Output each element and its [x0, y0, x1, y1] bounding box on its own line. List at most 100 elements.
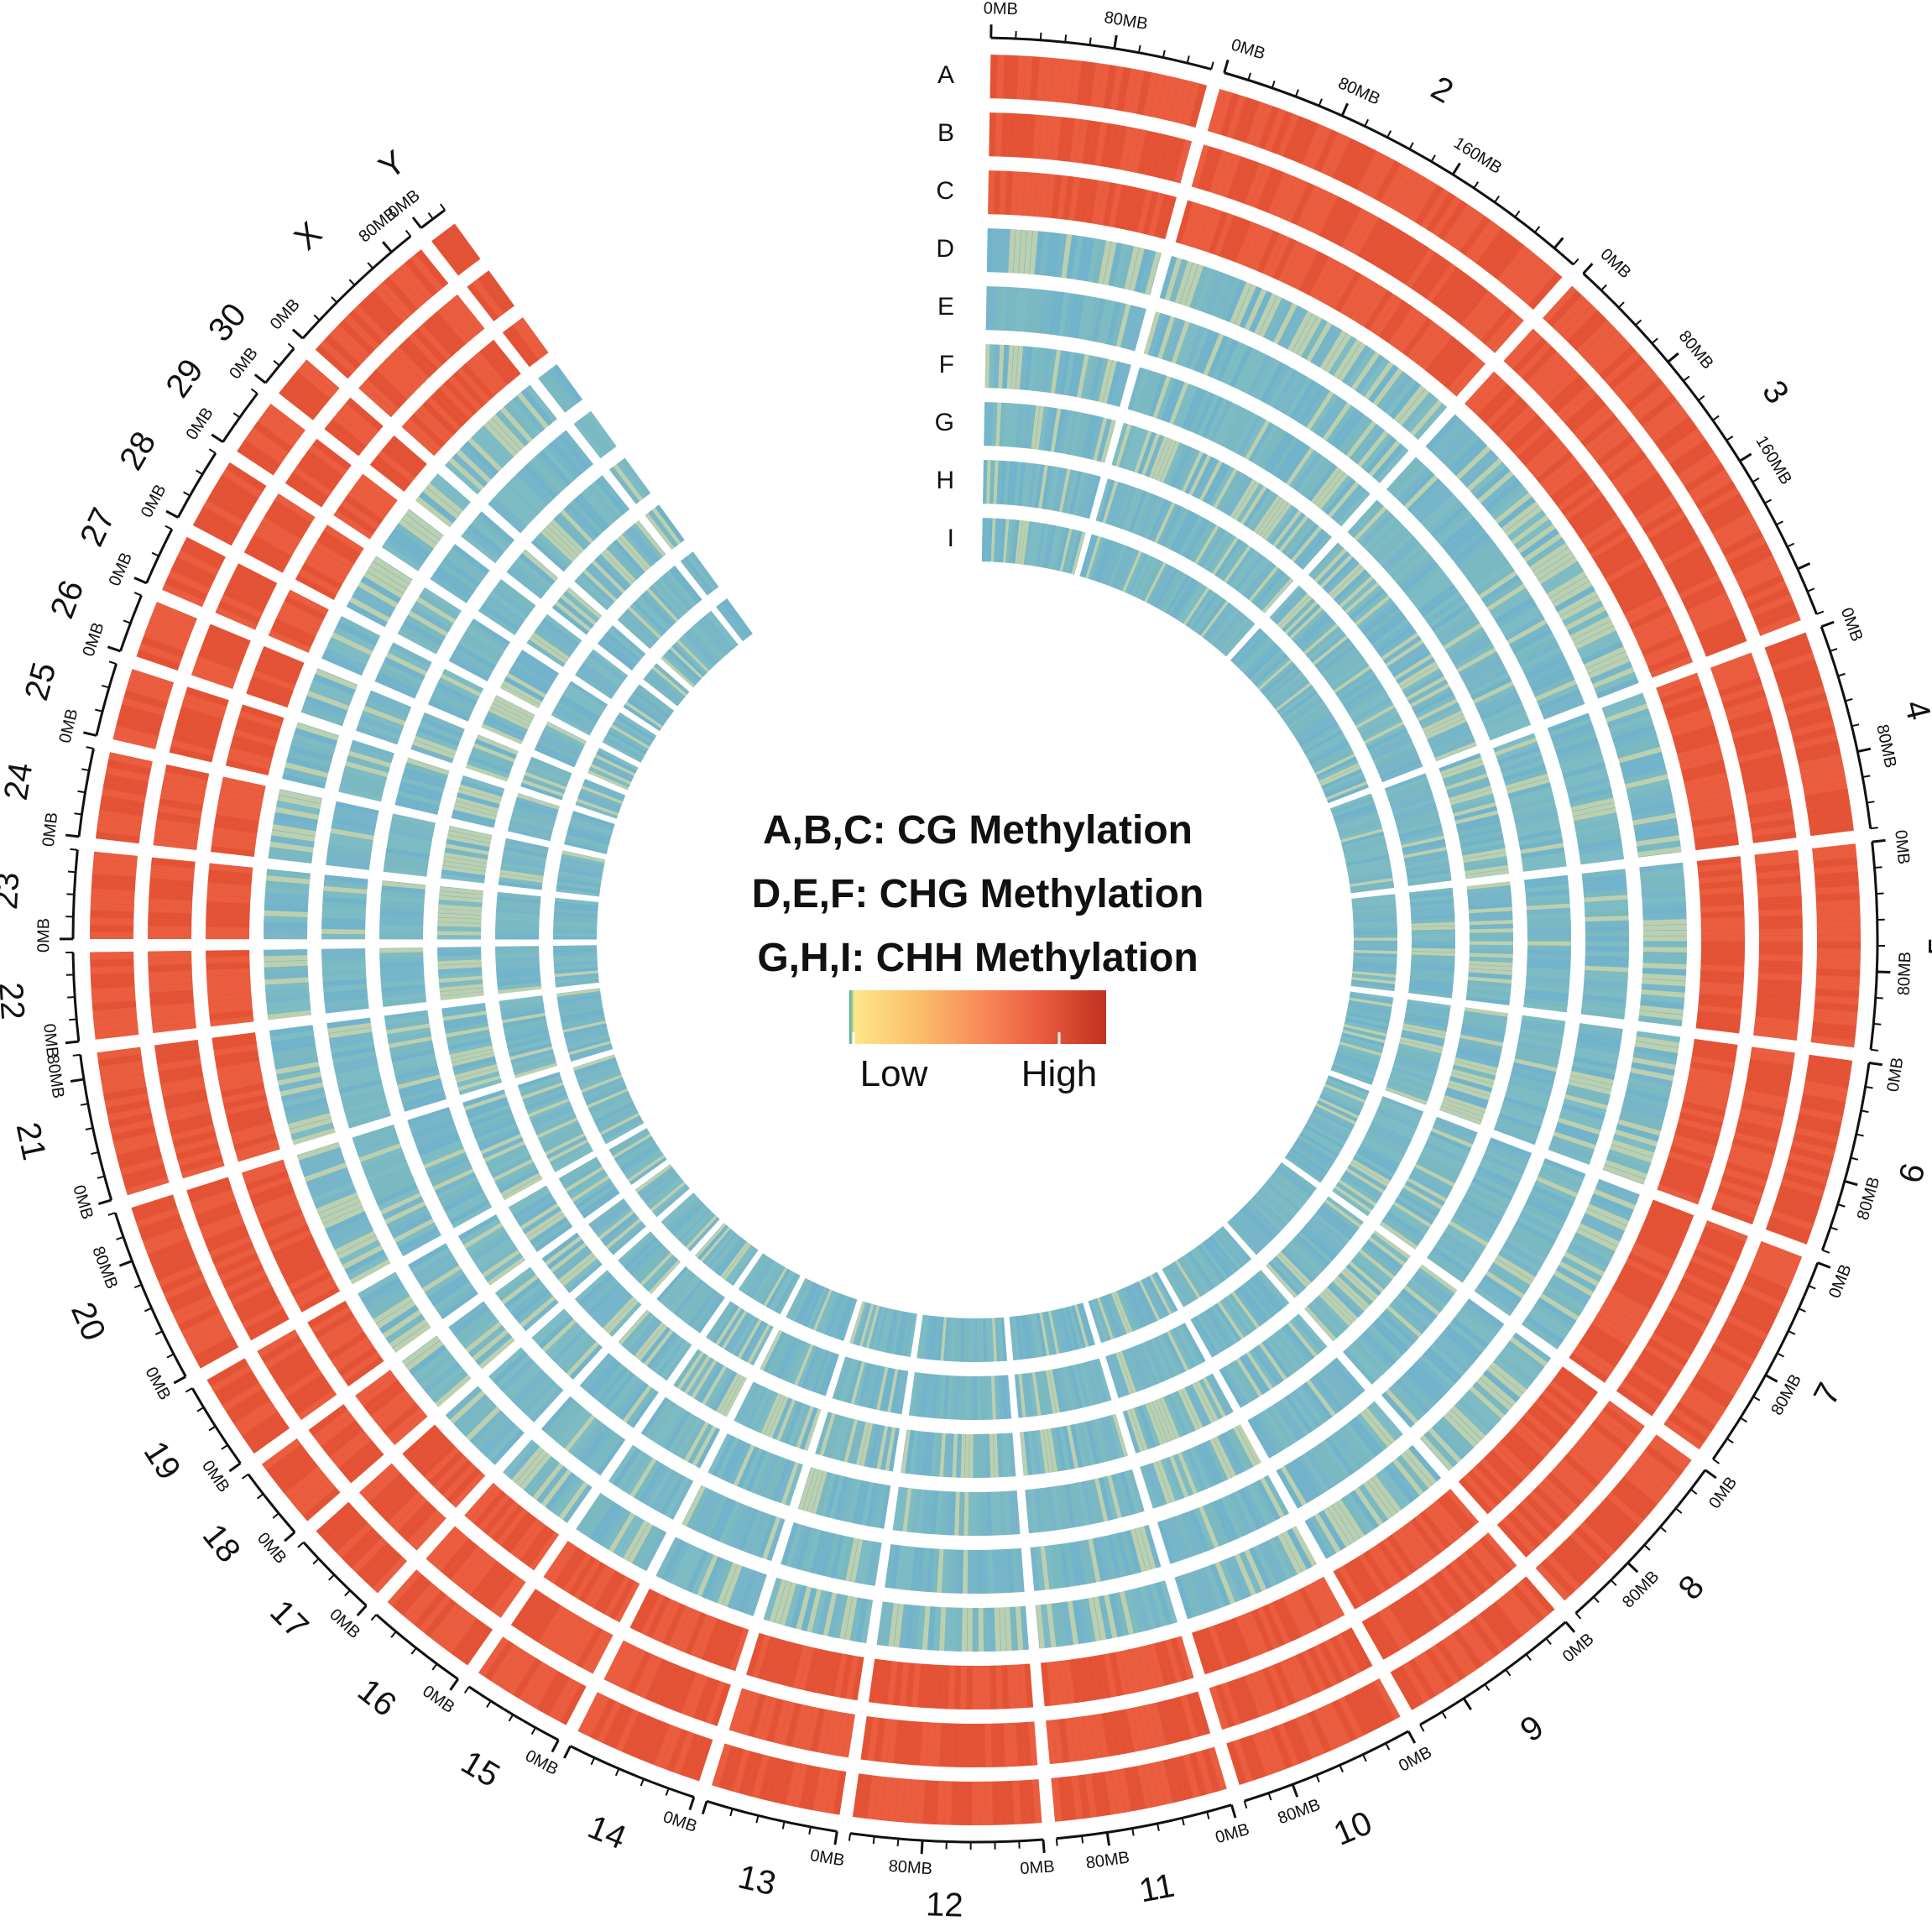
methylation-stripe [1120, 305, 1136, 349]
methylation-stripe [1003, 519, 1010, 563]
methylation-stripe [1364, 608, 1402, 639]
methylation-stripe [1378, 629, 1417, 658]
methylation-stripe [1250, 493, 1278, 531]
methylation-stripe [967, 1607, 973, 1652]
methylation-stripe [1320, 132, 1345, 175]
methylation-stripe [1091, 180, 1104, 225]
methylation-stripe [1105, 543, 1124, 586]
methylation-stripe [1119, 244, 1134, 289]
methylation-stripe [1213, 468, 1238, 509]
methylation-stripe [1098, 358, 1113, 403]
methylation-stripe [1638, 628, 1681, 651]
methylation-stripe [1141, 433, 1161, 476]
methylation-stripe [990, 518, 996, 562]
methylation-stripe [1494, 597, 1534, 624]
methylation-stripe [1396, 657, 1436, 684]
methylation-stripe [1411, 933, 1455, 937]
methylation-stripe [1085, 179, 1099, 224]
methylation-stripe [1816, 955, 1861, 963]
methylation-stripe [973, 1665, 979, 1710]
methylation-stripe [1543, 370, 1580, 405]
methylation-stripe [1226, 547, 1255, 585]
methylation-stripe [1532, 446, 1570, 479]
methylation-stripe [1023, 405, 1031, 449]
methylation-stripe [1345, 420, 1376, 458]
methylation-stripe [1360, 602, 1397, 632]
methylation-stripe [1152, 437, 1172, 480]
methylation-stripe [1452, 359, 1486, 396]
methylation-stripe [969, 1491, 974, 1536]
methylation-stripe [974, 1376, 978, 1421]
methylation-stripe [1376, 625, 1414, 655]
methylation-stripe [1402, 668, 1442, 694]
methylation-stripe [1497, 405, 1533, 440]
methylation-stripe [1452, 533, 1491, 564]
methylation-stripe [1437, 425, 1471, 461]
methylation-stripe [1244, 288, 1267, 331]
methylation-stripe [1758, 942, 1803, 948]
methylation-stripe [1275, 512, 1306, 550]
methylation-stripe [1559, 595, 1601, 622]
methylation-stripe [1224, 217, 1245, 260]
methylation-stripe [1475, 566, 1515, 595]
methylation-stripe [1164, 257, 1183, 301]
methylation-stripe [1550, 470, 1589, 502]
methylation-stripe [1691, 604, 1735, 628]
methylation-stripe [1543, 461, 1581, 493]
methylation-stripe [1576, 320, 1612, 356]
methylation-stripe [1477, 384, 1512, 420]
methylation-stripe [1393, 551, 1429, 582]
methylation-stripe [1266, 504, 1296, 543]
methylation-stripe [1144, 497, 1165, 540]
methylation-stripe [1443, 352, 1476, 389]
methylation-stripe [1491, 241, 1524, 279]
methylation-stripe [1447, 631, 1487, 658]
methylation-stripe [1309, 256, 1334, 298]
methylation-stripe [1243, 352, 1267, 394]
methylation-stripe [1509, 419, 1546, 453]
methylation-stripe [1608, 356, 1646, 390]
methylation-stripe [1358, 217, 1385, 259]
methylation-stripe [1372, 443, 1405, 480]
methylation-stripe [1237, 415, 1262, 456]
methylation-stripe [1150, 133, 1166, 178]
methylation-stripe [1076, 472, 1089, 516]
methylation-stripe [1489, 396, 1525, 431]
methylation-stripe [1206, 464, 1230, 505]
methylation-stripe [1224, 279, 1246, 322]
methylation-stripe [1260, 499, 1288, 538]
methylation-stripe [1522, 651, 1564, 675]
methylation-stripe [1109, 483, 1126, 526]
methylation-stripe [1469, 672, 1510, 697]
methylation-stripe [1154, 568, 1178, 608]
methylation-stripe [1083, 296, 1095, 341]
methylation-stripe [996, 460, 1003, 504]
methylation-stripe [1600, 440, 1639, 472]
methylation-stripe [1433, 421, 1467, 457]
methylation-stripe [1089, 121, 1101, 165]
methylation-stripe [1094, 358, 1108, 402]
methylation-stripe [1239, 160, 1260, 204]
methylation-stripe [1570, 499, 1611, 530]
methylation-stripe [1339, 576, 1374, 608]
methylation-stripe [1034, 173, 1044, 217]
methylation-stripe [993, 344, 1000, 389]
methylation-stripe [1501, 410, 1538, 444]
methylation-stripe [1356, 150, 1382, 193]
methylation-stripe [1048, 467, 1060, 511]
methylation-stripe [968, 1549, 974, 1594]
methylation-stripe [1008, 229, 1016, 274]
methylation-stripe [1030, 56, 1040, 101]
methylation-stripe [989, 344, 995, 389]
methylation-stripe [1192, 457, 1215, 498]
methylation-stripe [1185, 588, 1213, 627]
methylation-stripe [1003, 55, 1011, 99]
methylation-stripe [1411, 941, 1455, 945]
methylation-stripe [1507, 510, 1546, 541]
methylation-stripe [1420, 188, 1449, 229]
methylation-stripe [1501, 610, 1543, 636]
methylation-stripe [1362, 154, 1389, 196]
methylation-stripe [1106, 361, 1122, 405]
methylation-stripe [1282, 374, 1308, 415]
methylation-stripe [1198, 460, 1223, 501]
